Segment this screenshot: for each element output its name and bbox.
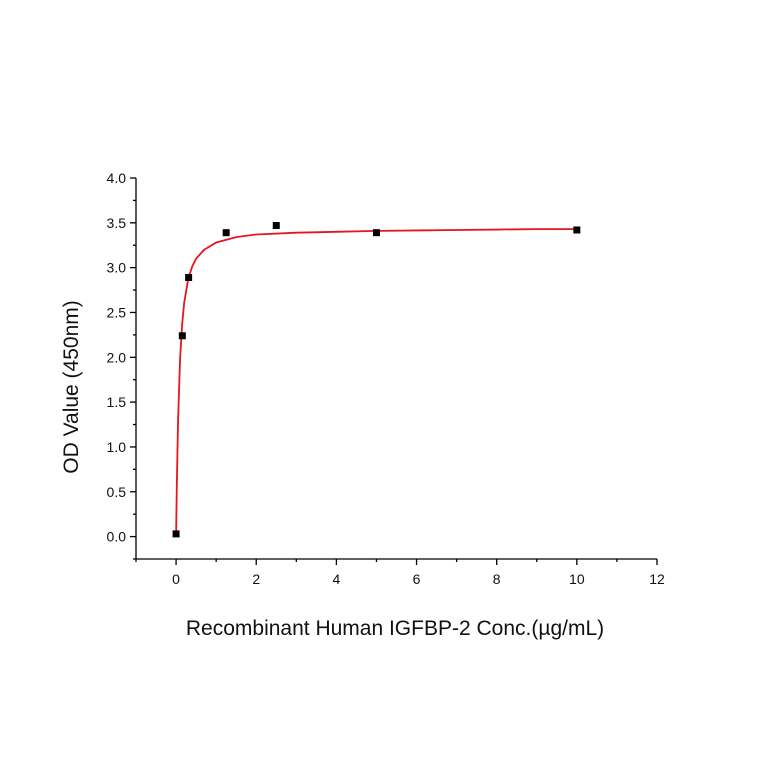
data-point [272,222,280,230]
y-tick-label: 1.5 [107,394,127,410]
data-point [172,530,180,538]
y-tick-label: 2.0 [107,349,127,365]
y-axis-title: OD Value (450nm) [60,300,83,474]
y-tick-label: 0.5 [107,484,127,500]
fit-curve [175,228,577,537]
y-tick-label: 2.5 [107,304,127,320]
x-tick-label: 2 [252,571,260,587]
y-tick-label: 3.0 [107,260,127,276]
data-point [178,332,186,340]
data-point [573,226,581,234]
x-axis-title: Recombinant Human IGFBP-2 Conc.(µg/mL) [186,617,604,640]
data-point [222,229,230,237]
y-tick-label: 1.0 [107,439,127,455]
axes: 0 2 4 6 8 10 12 0.0 0.5 1.0 1.5 2.0 2.5 3.0 3.5 4.0 [107,170,665,587]
x-tick-label: 6 [413,571,421,587]
data-point [372,229,380,237]
data-point [185,274,193,282]
x-tick-label: 8 [493,571,501,587]
fit-curve-layer [175,228,577,537]
y-tick-label: 3.5 [107,215,127,231]
x-tick-label: 0 [172,571,180,587]
x-tick-label: 12 [649,571,665,587]
x-tick-label: 4 [332,571,340,587]
x-tick-label: 10 [569,571,585,587]
y-tick-label: 0.0 [107,529,127,545]
data-points-layer [172,222,581,538]
y-tick-label: 4.0 [107,170,127,186]
